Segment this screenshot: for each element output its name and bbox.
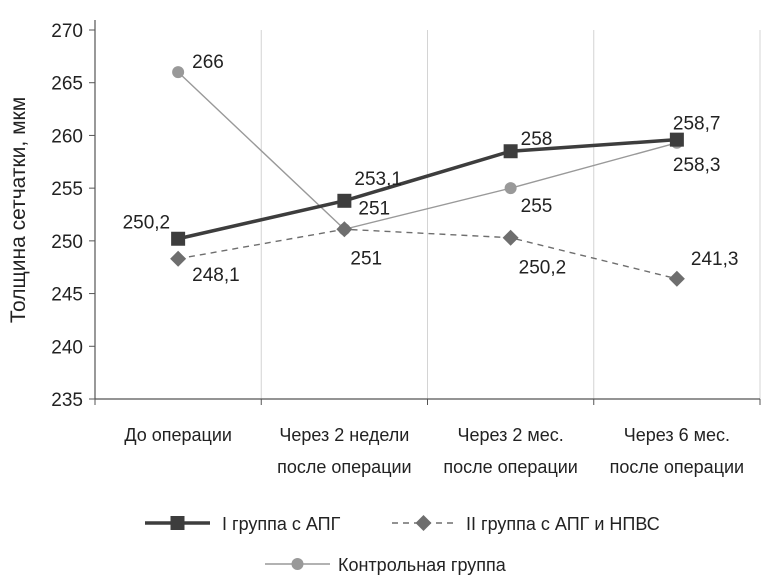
series-line xyxy=(178,228,678,280)
data-point xyxy=(668,270,685,287)
legend-label: II группа с АПГ и НПВС xyxy=(466,514,660,534)
x-category-label: До операции xyxy=(124,425,232,445)
data-label: 250,2 xyxy=(519,258,567,279)
y-tick-label: 255 xyxy=(51,179,83,200)
y-tick-label: 250 xyxy=(51,232,83,253)
series-line xyxy=(177,71,678,231)
data-point xyxy=(502,229,519,246)
data-point xyxy=(415,515,432,531)
legend: I группа с АПГ II группа с АПГ и НПВС Конт… xyxy=(145,514,660,575)
data-point xyxy=(337,193,352,208)
data-point xyxy=(172,66,185,79)
x-category-label: Через 2 мес. xyxy=(457,425,563,445)
data-label: 250,2 xyxy=(123,213,171,234)
data-label: 251 xyxy=(350,248,382,269)
x-category-labels: До операции Через 2 недели после операции Ч… xyxy=(124,425,744,477)
y-tick-labels: 235 240 245 250 255 260 265 270 xyxy=(51,21,83,411)
data-label: 251 xyxy=(358,198,390,219)
data-point xyxy=(669,132,684,147)
grid xyxy=(94,30,761,399)
x-category-label: Через 6 мес. xyxy=(624,425,730,445)
series-lines xyxy=(177,71,678,280)
data-label: 248,1 xyxy=(192,265,240,286)
y-tick-label: 240 xyxy=(51,337,83,358)
data-point xyxy=(503,144,518,159)
y-tick-label: 260 xyxy=(51,126,83,147)
y-tick-label: 270 xyxy=(51,21,83,42)
data-point xyxy=(170,516,185,530)
x-category-label: после операции xyxy=(610,457,744,477)
y-tick-label: 265 xyxy=(51,74,83,95)
x-category-label: после операции xyxy=(277,457,411,477)
y-axis-title: Толщина сетчатки, мкм xyxy=(7,97,30,323)
data-point xyxy=(504,182,517,195)
data-label: 258 xyxy=(521,129,553,150)
series-line xyxy=(177,137,677,241)
data-label: 258,7 xyxy=(673,114,721,135)
data-label: 258,3 xyxy=(673,155,721,176)
data-point xyxy=(336,221,353,238)
data-label: 266 xyxy=(192,52,224,73)
data-label: 255 xyxy=(521,196,553,217)
series-markers xyxy=(170,66,685,287)
data-labels: 250,2 253,1 258 258,7 248,1 251 250,2 241,3 266 2… xyxy=(123,52,739,286)
x-category-label: после операции xyxy=(443,457,577,477)
y-tick-label: 235 xyxy=(51,390,83,411)
data-label: 253,1 xyxy=(354,169,402,190)
data-point xyxy=(170,250,187,267)
data-point xyxy=(171,231,186,246)
data-point xyxy=(291,558,304,570)
legend-label: I группа с АПГ xyxy=(222,514,341,534)
x-category-label: Через 2 недели xyxy=(279,425,409,445)
y-tick-label: 245 xyxy=(51,285,83,306)
legend-label: Контрольная группа xyxy=(338,555,507,575)
data-label: 241,3 xyxy=(691,249,739,270)
axes xyxy=(89,20,761,405)
